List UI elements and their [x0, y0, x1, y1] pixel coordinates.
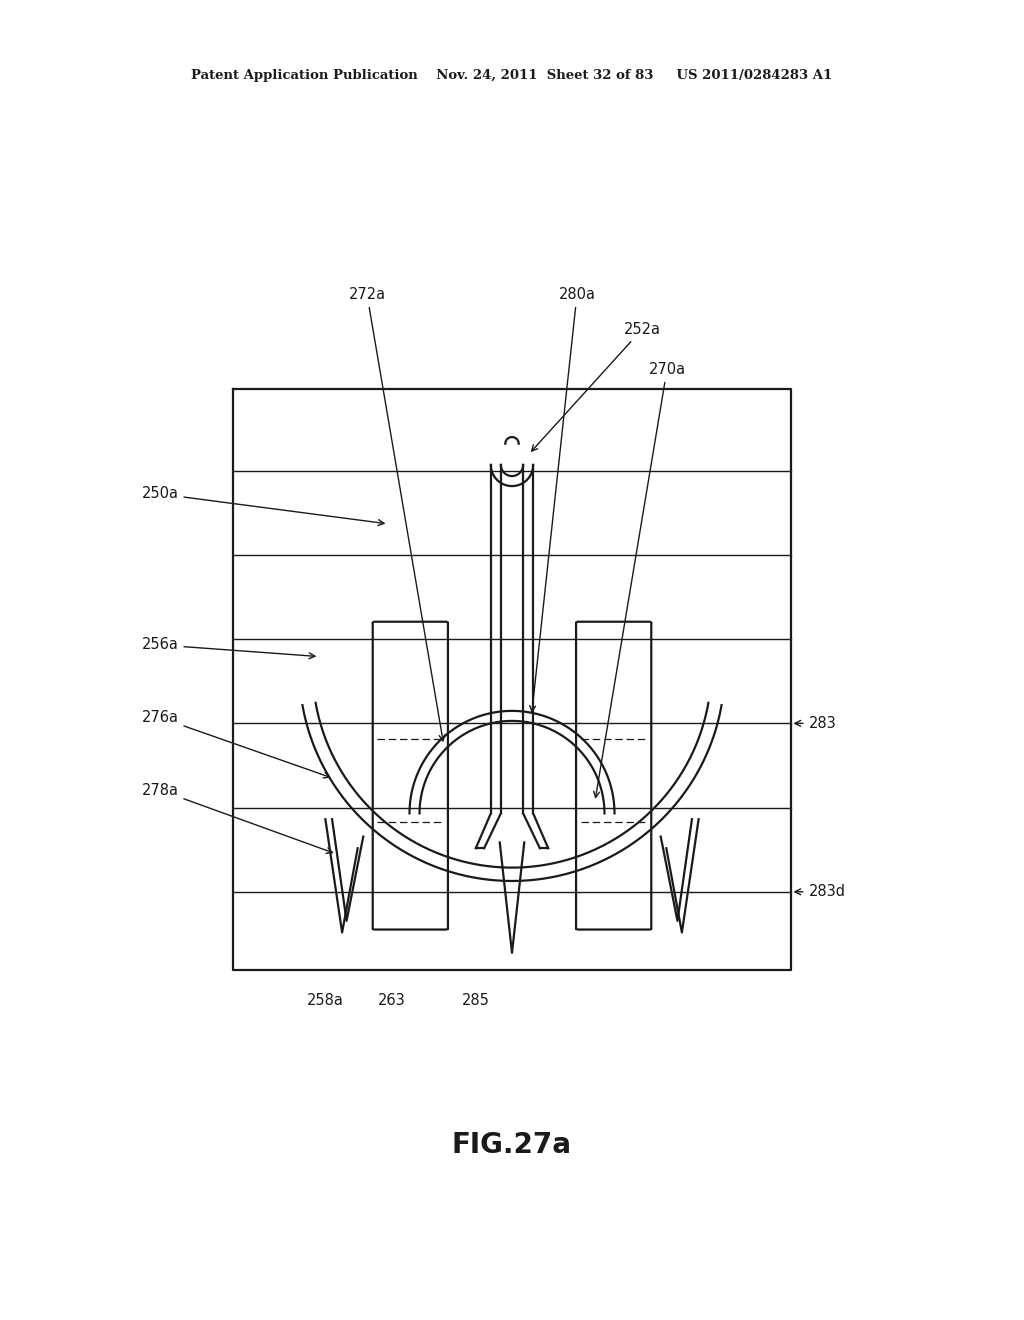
Text: 272a: 272a — [348, 286, 445, 741]
Text: 283d: 283d — [795, 884, 846, 899]
Text: 280a: 280a — [529, 286, 596, 711]
Text: 258a: 258a — [307, 993, 344, 1007]
Text: 263: 263 — [378, 993, 407, 1007]
Text: 276a: 276a — [141, 710, 330, 777]
Text: 278a: 278a — [141, 783, 333, 853]
Text: 252a: 252a — [531, 322, 660, 451]
Text: 270a: 270a — [594, 362, 685, 797]
Text: 256a: 256a — [141, 638, 315, 659]
Text: 285: 285 — [462, 993, 489, 1007]
Text: Patent Application Publication    Nov. 24, 2011  Sheet 32 of 83     US 2011/0284: Patent Application Publication Nov. 24, … — [191, 69, 833, 82]
Text: FIG.27a: FIG.27a — [452, 1131, 572, 1159]
Text: 250a: 250a — [141, 487, 384, 525]
Text: 283: 283 — [795, 715, 837, 731]
